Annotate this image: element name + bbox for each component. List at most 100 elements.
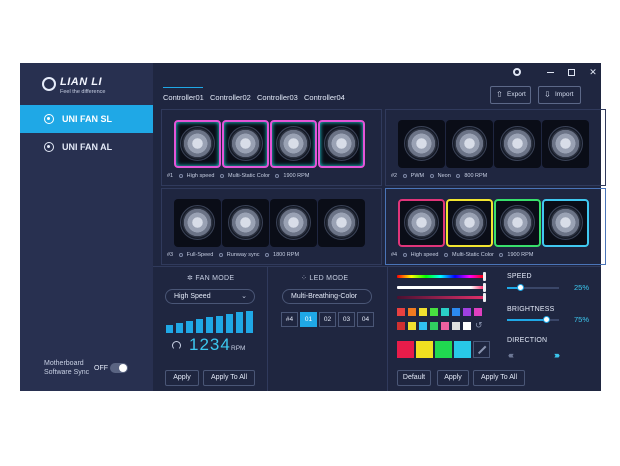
- fan-array: [398, 199, 598, 247]
- logo-mark-icon: [42, 77, 56, 91]
- direction-left-arrows[interactable]: ‹‹‹‹: [508, 350, 514, 360]
- segment-all[interactable]: #4: [281, 312, 298, 327]
- color-swatch[interactable]: [452, 308, 460, 316]
- sidebar-item-label: UNI FAN AL: [62, 142, 113, 152]
- export-label: Export: [507, 91, 526, 98]
- led-apply-all-button[interactable]: Apply To All: [473, 370, 525, 386]
- fan-icon: [398, 199, 445, 247]
- color-swatch[interactable]: [441, 308, 449, 316]
- rpm-unit: RPM: [231, 345, 246, 352]
- brand-name: LIAN LI: [60, 76, 102, 88]
- fan-array: [174, 199, 374, 247]
- color-swatch[interactable]: [397, 308, 405, 316]
- fan-icon: [44, 114, 54, 124]
- selected-color-swatch[interactable]: [435, 341, 452, 358]
- fan-mode-title-text: FAN MODE: [195, 275, 235, 282]
- color-swatch[interactable]: [463, 308, 471, 316]
- settings-button[interactable]: [509, 65, 525, 79]
- controller-light-effect: Multi-Static Color: [452, 252, 494, 258]
- tab-controller02[interactable]: Controller02: [210, 93, 251, 102]
- fan-mode-icon: [402, 252, 407, 257]
- divider: [387, 266, 388, 391]
- close-button[interactable]: ✕: [589, 67, 597, 77]
- controller-panel-1[interactable]: #1 High speed Multi-Static Color 1900 RP…: [161, 109, 382, 186]
- controller-panel-2[interactable]: #2 PWM Neon 800 RPM: [385, 109, 606, 186]
- selected-color-swatch[interactable]: [454, 341, 471, 358]
- color-swatch[interactable]: [408, 308, 416, 316]
- tab-controller03[interactable]: Controller03: [257, 93, 298, 102]
- controller-panel-4[interactable]: #4 High speed Multi-Static Color 1900 RP…: [385, 188, 606, 265]
- maximize-button[interactable]: [563, 65, 579, 79]
- default-button[interactable]: Default: [397, 370, 431, 386]
- hue-slider[interactable]: [397, 272, 486, 281]
- slider-handle[interactable]: [483, 293, 486, 302]
- fan-mode-icon: [178, 252, 183, 257]
- color-swatch[interactable]: [419, 308, 427, 316]
- direction-right-arrows[interactable]: ››››: [554, 350, 560, 360]
- fan-icon: [174, 120, 221, 168]
- fan-icon: [174, 199, 221, 247]
- fan-apply-button[interactable]: Apply: [165, 370, 199, 386]
- light-effect-icon: [444, 252, 449, 257]
- color-swatch[interactable]: [474, 308, 482, 316]
- color-swatch[interactable]: [430, 322, 438, 330]
- controller-panel-3[interactable]: #3 Full-Speed Runway sync 1800 RPM: [161, 188, 382, 265]
- speed-slider[interactable]: [507, 284, 559, 291]
- saturation-slider[interactable]: [397, 283, 486, 292]
- led-mode-select[interactable]: Multi-Breathing-Color: [282, 289, 372, 304]
- light-effect-icon: [429, 173, 434, 178]
- speed-bar: [166, 325, 173, 333]
- selected-color-swatch[interactable]: [397, 341, 414, 358]
- controller-info: #1 High speed Multi-Static Color 1900 RP…: [167, 173, 313, 179]
- fan-icon: [398, 120, 445, 168]
- color-swatch[interactable]: [419, 322, 427, 330]
- segment-01[interactable]: 01: [300, 312, 317, 327]
- segment-02[interactable]: 02: [319, 312, 336, 327]
- app-window: LIAN LI Feel the difference UNI FAN SL U…: [20, 63, 606, 391]
- fan-icon: [318, 199, 365, 247]
- segment-04[interactable]: 04: [357, 312, 374, 327]
- selected-color-swatch[interactable]: [416, 341, 433, 358]
- fan-speed-bars[interactable]: [166, 311, 256, 333]
- sidebar-item-uni-fan-al[interactable]: UNI FAN AL: [20, 133, 153, 161]
- controller-id: #1: [167, 173, 174, 179]
- speed-bar: [226, 314, 233, 333]
- controller-id: #3: [167, 252, 174, 258]
- value-slider[interactable]: [397, 293, 486, 302]
- import-button[interactable]: ⇩ Import: [538, 86, 581, 104]
- tab-controller04[interactable]: Controller04: [304, 93, 345, 102]
- segment-03[interactable]: 03: [338, 312, 355, 327]
- slider-handle[interactable]: [483, 283, 486, 292]
- slider-handle[interactable]: [543, 316, 550, 323]
- slider-handle[interactable]: [517, 284, 524, 291]
- color-swatch[interactable]: [452, 322, 460, 330]
- color-swatch[interactable]: [397, 322, 405, 330]
- controller-id: #2: [391, 173, 398, 179]
- reset-icon[interactable]: ↺: [475, 320, 483, 330]
- speed-bar: [176, 323, 183, 333]
- led-apply-button[interactable]: Apply: [437, 370, 469, 386]
- brand-tagline: Feel the difference: [60, 89, 106, 95]
- color-swatch[interactable]: [430, 308, 438, 316]
- export-button[interactable]: ⇧ Export: [490, 86, 531, 104]
- rpm-icon: [499, 252, 504, 257]
- color-swatch[interactable]: [441, 322, 449, 330]
- fan-mode-select[interactable]: High Speed ⌄: [165, 289, 255, 304]
- controller-fan-mode: High speed: [410, 252, 439, 258]
- chevron-down-icon: ⌄: [241, 293, 247, 300]
- sidebar-item-uni-fan-sl[interactable]: UNI FAN SL: [20, 105, 153, 133]
- fan-icon: [446, 120, 493, 168]
- color-swatch[interactable]: [463, 322, 471, 330]
- fan-icon: [542, 120, 589, 168]
- fan-apply-all-button[interactable]: Apply To All: [203, 370, 255, 386]
- minimize-button[interactable]: [542, 65, 558, 79]
- brightness-slider[interactable]: [507, 316, 559, 323]
- motherboard-sync-toggle[interactable]: [110, 363, 128, 373]
- color-picker-icon[interactable]: [473, 341, 490, 358]
- slider-handle[interactable]: [483, 272, 486, 281]
- rpm-icon: [456, 173, 461, 178]
- color-swatch[interactable]: [408, 322, 416, 330]
- lianli-logo: LIAN LI Feel the difference: [42, 75, 142, 99]
- tab-controller01[interactable]: Controller01: [163, 93, 204, 102]
- fan-array: [174, 120, 374, 168]
